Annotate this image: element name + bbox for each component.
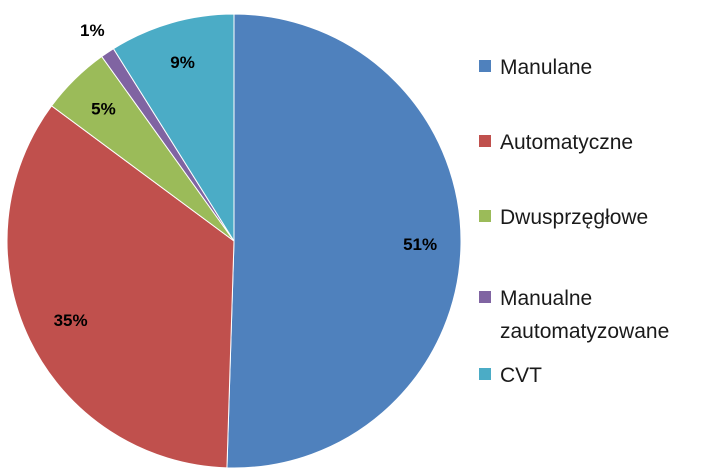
legend-swatch-3	[479, 210, 491, 222]
legend-label-3: Dwusprzęgłowe	[500, 206, 648, 229]
pie-slices	[6, 13, 462, 469]
data-label-5: 9%	[170, 53, 195, 72]
legend-swatch-2	[479, 135, 491, 147]
data-label-2: 35%	[54, 311, 88, 330]
legend-label-4: Manualne zautomatyzowane	[500, 287, 669, 343]
data-label-1: 51%	[403, 235, 437, 254]
pie-slice-5	[112, 13, 235, 243]
legend-swatch-4	[479, 291, 491, 303]
legend: Manulane Automatyczne Dwusprzęgłowe Manualn…	[479, 56, 669, 387]
data-label-3: 5%	[91, 99, 116, 118]
legend-label-5: CVT	[500, 364, 542, 387]
data-label-4: 1%	[80, 21, 105, 40]
pie-slice-2	[6, 105, 235, 469]
pie-labels: 51% 35% 5% 1% 9%	[54, 21, 438, 330]
legend-label-1: Manulane	[500, 56, 592, 79]
pie-slice-1	[226, 13, 462, 469]
legend-swatch-1	[479, 60, 491, 72]
legend-swatch-5	[479, 368, 491, 380]
legend-label-2: Automatyczne	[500, 131, 633, 154]
